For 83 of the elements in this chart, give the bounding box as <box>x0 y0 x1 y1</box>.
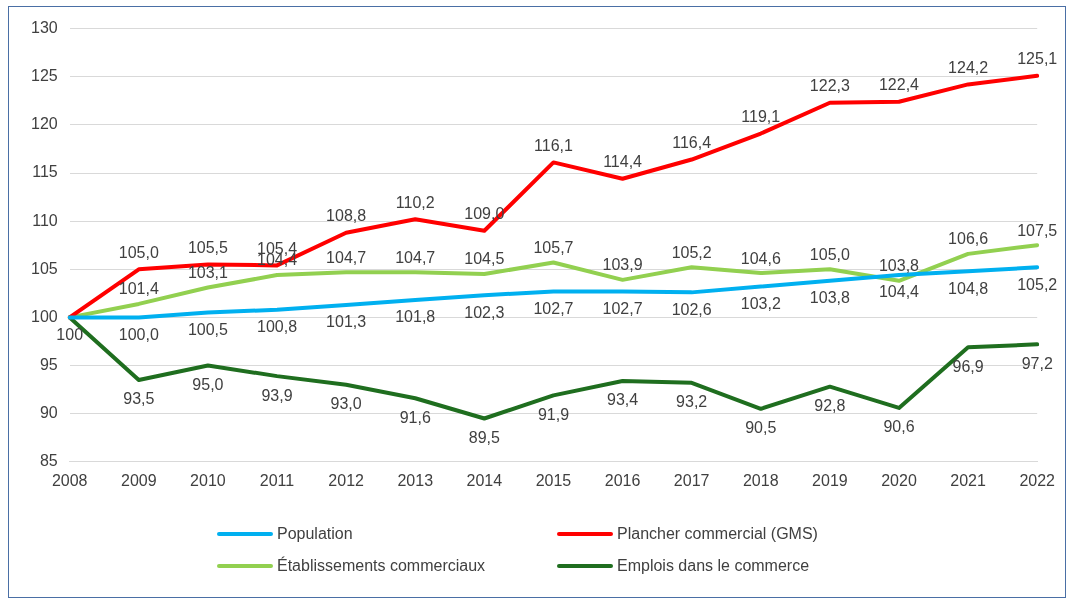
data-label: 103,2 <box>740 295 781 312</box>
y-tick-label: 120 <box>30 115 58 133</box>
data-label: 116,1 <box>534 136 573 154</box>
data-label: 100,0 <box>118 325 159 343</box>
x-tick-label: 2014 <box>466 471 503 489</box>
y-tick-label: 125 <box>30 67 58 85</box>
y-tick-label: 105 <box>30 259 58 277</box>
x-tick-label: 2018 <box>742 471 779 489</box>
data-label: 93,0 <box>330 395 362 413</box>
y-tick-label: 110 <box>32 211 58 229</box>
data-label: 105,5 <box>187 238 229 256</box>
data-label: 105,2 <box>1017 275 1058 293</box>
data-label: 122,4 <box>878 76 920 94</box>
data-label: 102,6 <box>671 300 712 318</box>
x-tick-label: 2012 <box>328 471 365 489</box>
data-label: 93,4 <box>606 391 639 409</box>
data-label: 92,8 <box>814 397 846 415</box>
x-tick-label: 2022 <box>1019 471 1056 489</box>
data-label: 110,2 <box>395 193 435 211</box>
y-tick-label: 130 <box>30 19 58 37</box>
data-label: 100,8 <box>256 318 298 336</box>
x-tick-label: 2021 <box>950 471 986 489</box>
data-label: 104,6 <box>740 249 781 267</box>
y-tick-label: 85 <box>39 452 58 470</box>
data-label: 105,7 <box>533 238 574 256</box>
data-label: 105,0 <box>809 245 850 263</box>
data-label: 91,6 <box>399 408 431 426</box>
x-tick-label: 2009 <box>121 471 157 489</box>
data-label: 93,5 <box>123 390 155 408</box>
legend-label: Plancher commercial (GMS) <box>617 525 818 543</box>
data-label: 93,2 <box>676 393 708 411</box>
data-label: 100 <box>56 325 84 343</box>
x-tick-label: 2016 <box>604 471 641 489</box>
data-label: 103,8 <box>878 257 920 275</box>
data-label: 97,2 <box>1021 354 1053 372</box>
data-label: 89,5 <box>468 428 501 446</box>
data-label: 119,1 <box>741 107 781 125</box>
data-label: 95,0 <box>192 375 224 393</box>
data-label: 101,4 <box>118 280 159 298</box>
data-label: 100,5 <box>187 320 229 338</box>
x-tick-label: 2017 <box>673 471 710 489</box>
data-label: 105,0 <box>118 243 159 261</box>
x-tick-label: 2010 <box>190 471 226 489</box>
data-label: 90,5 <box>745 419 777 437</box>
data-label: 104,5 <box>464 250 505 268</box>
y-tick-label: 95 <box>39 355 58 373</box>
data-label: 104,4 <box>878 283 920 301</box>
x-tick-label: 2011 <box>259 471 295 489</box>
legend-label: Population <box>277 525 353 543</box>
data-label: 122,3 <box>809 77 850 95</box>
data-label: 103,8 <box>809 289 850 307</box>
data-label: 106,6 <box>948 230 989 248</box>
legend-label: Établissements commerciaux <box>277 557 486 575</box>
data-label: 107,5 <box>1017 221 1058 239</box>
data-label: 90,6 <box>883 418 915 436</box>
x-tick-label: 2008 <box>51 471 88 489</box>
data-label: 104,7 <box>326 248 367 266</box>
data-label: 102,7 <box>533 299 574 317</box>
data-label: 108,8 <box>326 207 367 225</box>
x-tick-label: 2015 <box>535 471 572 489</box>
data-label: 104,8 <box>948 279 989 297</box>
x-tick-label: 2013 <box>397 471 434 489</box>
y-tick-label: 115 <box>32 163 58 181</box>
x-tick-label: 2020 <box>881 471 917 489</box>
data-label: 91,9 <box>537 405 570 423</box>
y-tick-label: 90 <box>39 404 58 422</box>
data-label: 125,1 <box>1017 50 1058 68</box>
data-label: 102,7 <box>602 299 643 317</box>
data-label: 124,2 <box>948 58 989 76</box>
data-label: 116,4 <box>672 133 712 151</box>
data-label: 104,7 <box>395 248 436 266</box>
data-label: 103,9 <box>602 256 643 274</box>
data-label: 101,3 <box>326 313 367 331</box>
data-label: 93,9 <box>261 386 293 404</box>
x-tick-label: 2019 <box>812 471 848 489</box>
data-label: 105,2 <box>671 243 712 261</box>
data-label: 96,9 <box>952 357 984 375</box>
data-label: 101,8 <box>395 308 436 326</box>
data-label: 114,4 <box>603 153 643 171</box>
data-label: 103,1 <box>187 263 229 281</box>
data-label: 102,3 <box>464 303 505 321</box>
legend-label: Emplois dans le commerce <box>617 557 810 575</box>
y-tick-label: 100 <box>30 307 58 325</box>
